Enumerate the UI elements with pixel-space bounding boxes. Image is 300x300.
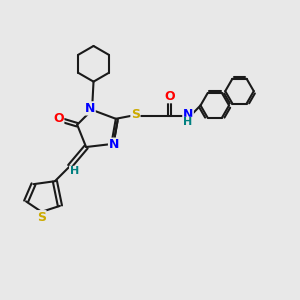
Text: H: H (70, 167, 79, 176)
Text: O: O (164, 90, 175, 103)
Text: S: S (37, 211, 46, 224)
Text: O: O (53, 112, 64, 125)
Text: N: N (183, 108, 193, 121)
Text: S: S (131, 107, 140, 121)
Text: N: N (109, 138, 119, 151)
Text: H: H (183, 117, 193, 128)
Text: N: N (85, 102, 95, 115)
